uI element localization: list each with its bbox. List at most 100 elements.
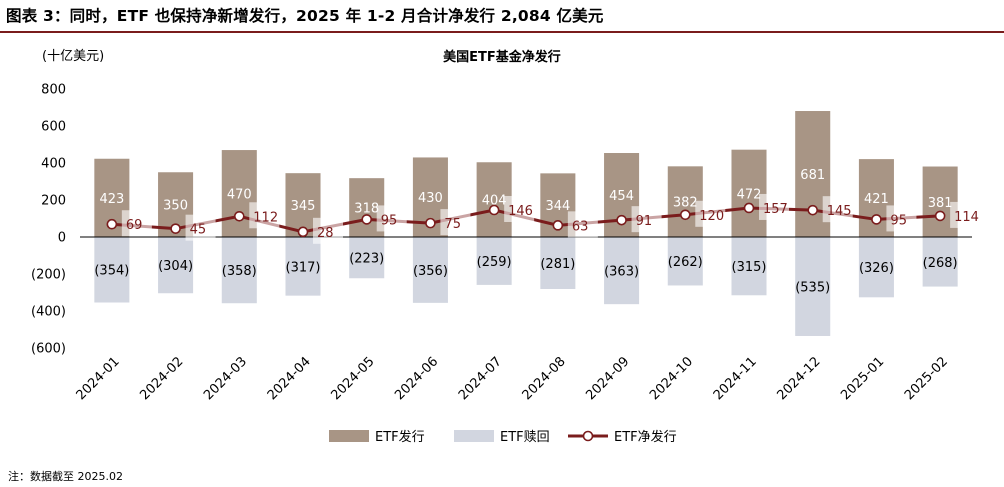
net-point-label: 95 (890, 213, 907, 228)
y-tick-label: 0 (58, 231, 66, 246)
issue-bar-label: 350 (163, 199, 188, 214)
redeem-bar-label: (315) (732, 260, 767, 275)
y-tick-label: 400 (41, 157, 66, 172)
net-point-label: 75 (444, 217, 461, 232)
redeem-bar (731, 237, 767, 296)
redeem-bar (604, 237, 640, 305)
issue-bar-label: 421 (864, 192, 889, 207)
x-tick-label: 2024-05 (329, 354, 378, 403)
redeem-bar-label: (317) (286, 260, 321, 275)
redeem-bar (285, 237, 321, 296)
title-rule (0, 31, 1004, 33)
x-tick-label: 2024-01 (74, 354, 123, 403)
x-tick-label: 2024-03 (201, 354, 250, 403)
x-tick-label: 2024-02 (137, 354, 186, 403)
redeem-bar (412, 237, 448, 303)
x-tick-label: 2025-02 (902, 354, 951, 403)
issue-bar-label: 454 (609, 189, 634, 204)
redeem-bar-label: (304) (158, 259, 193, 274)
legend-label-net: ETF净发行 (614, 429, 677, 445)
x-tick-label: 2025-01 (838, 354, 887, 403)
net-point (871, 214, 882, 225)
net-label-backdrop (567, 211, 598, 238)
x-tick-label: 2024-08 (520, 354, 569, 403)
issue-bar-label: 430 (418, 191, 443, 206)
redeem-bar-label: (259) (477, 255, 512, 270)
net-point-label: 157 (763, 202, 788, 217)
issue-bar-label: 344 (545, 199, 570, 214)
redeem-bar-label: (268) (923, 256, 958, 271)
redeem-bar-label: (281) (540, 257, 575, 272)
x-tick-label: 2024-06 (392, 354, 441, 403)
net-point-label: 146 (508, 204, 533, 219)
y-axis: 800 600 400 200 0 (200) (400) (600) (31, 83, 66, 357)
net-point-label: 120 (699, 209, 724, 224)
legend-marker-net (582, 430, 594, 442)
net-point (361, 214, 373, 225)
net-label-backdrop (313, 217, 343, 244)
legend-swatch-redeem (454, 430, 494, 442)
net-label-backdrop (249, 202, 280, 229)
redeem-bar-label: (354) (94, 264, 129, 279)
x-axis: 2024-01 2024-02 2024-03 2024-04 2024-05 2024-… (74, 236, 972, 403)
net-point (807, 204, 819, 216)
legend-label-issue: ETF发行 (375, 429, 425, 445)
legend-label-redeem: ETF赎回 (500, 430, 550, 445)
x-tick-label: 2024-04 (265, 354, 314, 403)
redeem-bar (922, 237, 958, 287)
figure-title: 图表 3：同时，ETF 也保持净新增发行，2025 年 1-2 月合计净发行 2… (6, 7, 604, 25)
net-point-label: 63 (572, 219, 589, 234)
redeem-bar (476, 237, 512, 285)
redeem-bar-label: (363) (604, 265, 639, 280)
net-point (934, 210, 946, 222)
net-point-label: 114 (954, 210, 979, 225)
net-label-backdrop (950, 201, 981, 228)
redeem-bar (94, 237, 130, 303)
legend: ETF发行 ETF赎回 ETF净发行 (329, 429, 677, 445)
x-tick-label: 2024-12 (775, 354, 824, 403)
redeem-bar-label: (326) (859, 261, 894, 276)
issue-bar-label: 404 (482, 194, 507, 209)
y-tick-label: (200) (31, 268, 66, 283)
issue-bar-label: 681 (800, 168, 825, 183)
issue-bar-label: 345 (291, 199, 316, 214)
net-point (488, 204, 500, 216)
chart-title: 美国ETF基金净发行 (443, 50, 561, 65)
net-label-backdrop (759, 193, 789, 220)
net-point-label: 69 (126, 218, 143, 233)
net-point (233, 210, 245, 222)
x-tick-label: 2024-07 (456, 354, 505, 403)
net-point (552, 220, 564, 231)
net-point-label: 45 (190, 223, 207, 238)
net-label-backdrop (440, 209, 471, 236)
net-point (679, 209, 691, 221)
redeem-bar-label: (358) (222, 264, 257, 279)
net-line-layer: 69 45 112 28 95 75 146 63 91 120 157 145 95 114 (106, 193, 981, 244)
net-point-label: 91 (636, 214, 653, 229)
net-point (616, 214, 627, 226)
redeem-bar-label: (535) (795, 280, 830, 295)
redeem-bar (858, 237, 894, 298)
net-label-backdrop (695, 200, 726, 227)
redeem-bar (158, 237, 194, 294)
redeem-bar-label: (223) (349, 252, 384, 267)
footnote: 注：数据截至 2025.02 (8, 470, 123, 483)
issue-bar-label: 382 (673, 196, 698, 211)
net-label-backdrop (185, 214, 216, 241)
issue-bar-label: 318 (354, 202, 379, 217)
net-label-backdrop (121, 210, 152, 237)
redeem-bar-label: (262) (668, 255, 703, 270)
net-label-backdrop (631, 206, 662, 233)
issue-bar-label: 472 (737, 187, 762, 202)
net-label-backdrop (376, 205, 407, 232)
net-point-label: 28 (317, 226, 334, 241)
net-point (425, 217, 436, 229)
y-tick-label: (400) (31, 305, 66, 320)
redeem-bar (349, 237, 385, 279)
redeem-bar-label: (356) (413, 264, 448, 279)
x-tick-label: 2024-11 (711, 354, 760, 403)
net-point-label: 95 (381, 213, 398, 228)
issue-bar-label: 423 (99, 192, 124, 207)
net-label-backdrop (822, 196, 853, 223)
